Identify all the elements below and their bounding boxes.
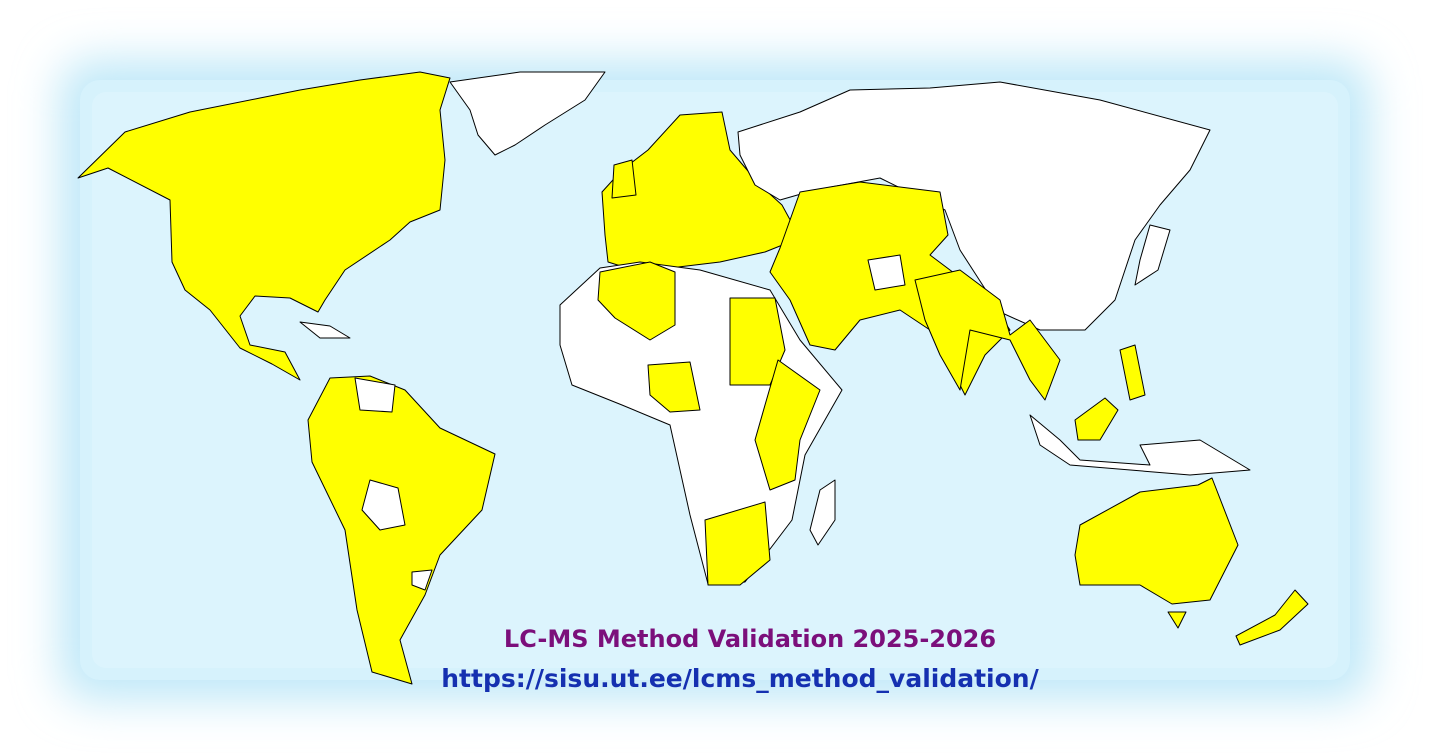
greenland [449,71,606,156]
russia [737,81,1211,331]
south-africa [704,501,771,586]
new-zealand [1235,589,1309,646]
caribbean [299,321,351,339]
guiana [354,377,396,413]
map-title: LC-MS Method Validation 2025-2026 [504,625,996,653]
afghanistan [867,254,906,291]
philippines [1119,344,1146,401]
west-africa [647,361,701,413]
japan [1134,224,1171,286]
uk [611,159,637,199]
tasmania [1167,611,1187,629]
indonesia [1029,414,1251,476]
madagascar [809,479,836,546]
continents [77,71,1309,685]
bolivia [361,479,406,531]
australia [1074,477,1239,605]
south-america [307,375,496,685]
north-america [77,71,451,381]
borneo-malaysia [1074,397,1119,441]
east-africa [754,359,821,491]
uruguay [411,569,433,591]
north-africa [597,261,676,341]
south-asia [914,269,1061,401]
course-url: https://sisu.ut.ee/lcms_method_validatio… [441,664,1039,693]
